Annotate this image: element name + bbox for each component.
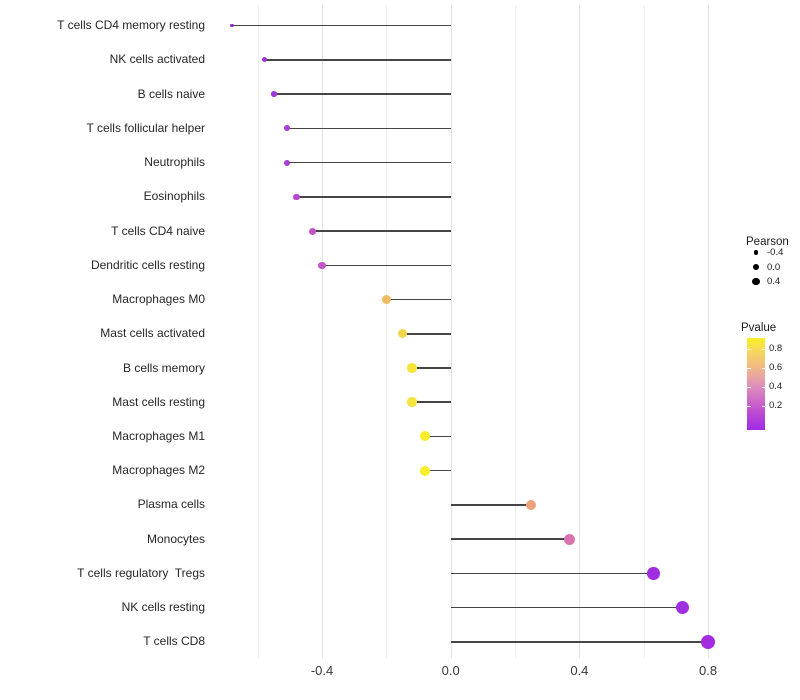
pvalue-colorbar-tick	[747, 386, 751, 389]
gridline-major	[708, 5, 710, 658]
lollipop-stick	[450, 504, 532, 506]
lollipop-dot	[261, 57, 267, 63]
y-axis-label: Macrophages M2	[112, 463, 205, 478]
lollipop-stick	[450, 572, 654, 575]
lollipop-stick	[412, 401, 451, 403]
y-axis-label: Plasma cells	[137, 497, 205, 512]
lollipop-stick	[412, 367, 451, 369]
pvalue-colorbar-label: 0.4	[769, 381, 783, 393]
pvalue-colorbar-tick	[747, 405, 751, 408]
lollipop-stick	[312, 230, 451, 232]
y-axis-label: T cells CD8	[143, 634, 205, 649]
x-axis-tick-label: 0.8	[699, 663, 718, 678]
lollipop-dot	[381, 295, 391, 305]
pvalue-colorbar-tick	[761, 405, 765, 408]
lollipop-dot	[397, 329, 407, 339]
pearson-legend-label: 0.0	[767, 261, 781, 273]
lollipop-stick	[231, 24, 451, 27]
lollipop-stick	[286, 127, 451, 130]
lollipop-dot	[647, 567, 660, 580]
gridline-minor	[515, 5, 517, 658]
gridline-minor	[643, 5, 645, 658]
lollipop-dot	[419, 465, 430, 476]
y-axis-label: Eosinophils	[143, 189, 205, 204]
lollipop-dot	[675, 600, 690, 615]
lollipop-stick	[273, 93, 451, 95]
y-axis-label: Mast cells resting	[112, 394, 205, 409]
y-axis-label: Macrophages M0	[112, 292, 205, 307]
y-axis-label: NK cells resting	[121, 600, 205, 615]
pearson-legend-dot	[753, 264, 759, 270]
pvalue-colorbar-label: 0.8	[769, 343, 783, 355]
y-axis-label: Dendritic cells resting	[90, 257, 205, 272]
x-axis-tick-label: 0.0	[441, 663, 460, 678]
lollipop-stick	[450, 538, 570, 540]
pvalue-colorbar-tick	[747, 348, 751, 351]
gridline-major	[450, 5, 452, 658]
gridline-minor	[257, 5, 259, 658]
pearson-legend-label: 0.4	[767, 275, 781, 287]
lollipop-stick	[386, 298, 451, 301]
lollipop-stick	[424, 435, 451, 438]
lollipop-stick	[322, 264, 451, 267]
y-axis-label: T cells CD4 naive	[111, 223, 205, 238]
lollipop-stick	[296, 196, 451, 198]
pvalue-colorbar	[747, 338, 765, 430]
lollipop-dot	[230, 23, 234, 28]
y-axis-label: Neutrophils	[144, 155, 205, 170]
lollipop-dot	[293, 193, 300, 201]
pvalue-colorbar-tick	[761, 348, 765, 351]
pearson-legend-dot	[752, 277, 760, 286]
y-axis-label: NK cells activated	[109, 52, 205, 67]
x-axis-tick-label: -0.4	[310, 663, 334, 678]
y-axis-label: Monocytes	[146, 531, 205, 546]
pvalue-colorbar-label: 0.6	[769, 362, 783, 374]
pearson-legend-dot	[753, 250, 759, 255]
lollipop-dot	[407, 363, 417, 373]
gridline-major	[322, 5, 324, 658]
legend: Pearson -0.4 0.0 0.4 Pvalue 0.8 0.6 0.4 0.2	[736, 236, 800, 456]
gridline-major	[579, 5, 581, 658]
lollipop-dot	[701, 634, 716, 649]
pvalue-legend-title: Pvalue	[741, 322, 777, 334]
lollipop-dot	[308, 227, 316, 235]
gridline-minor	[386, 5, 388, 658]
lollipop-stick	[402, 333, 451, 335]
pvalue-colorbar-tick	[747, 367, 751, 370]
lollipop-dot	[283, 125, 290, 132]
y-axis-label: B cells memory	[122, 360, 205, 375]
lollipop-dot	[407, 397, 417, 407]
lollipop-dot	[564, 533, 576, 545]
y-axis-label: T cells follicular helper	[86, 120, 206, 135]
lollipop-dot	[525, 499, 537, 511]
x-axis-tick-label: 0.4	[570, 663, 589, 678]
pvalue-colorbar-tick	[761, 386, 765, 389]
lollipop-stick	[286, 161, 451, 164]
pvalue-colorbar-tick	[761, 367, 765, 370]
lollipop-stick	[450, 641, 709, 643]
y-axis-label: T cells regulatory Tregs	[77, 565, 205, 580]
pearson-legend-label: -0.4	[767, 247, 784, 259]
lollipop-stick	[264, 59, 451, 61]
y-axis-label: Mast cells activated	[100, 326, 205, 341]
lollipop-dot	[318, 261, 326, 270]
y-axis-label: B cells naive	[137, 86, 205, 101]
lollipop-dot	[271, 91, 277, 97]
lollipop-dot	[283, 159, 290, 166]
pvalue-colorbar-label: 0.2	[769, 400, 783, 412]
y-axis-label: Macrophages M1	[112, 428, 205, 443]
lollipop-stick	[424, 469, 451, 472]
pearson-legend-title: Pearson	[746, 236, 789, 248]
lollipop-dot	[419, 431, 430, 442]
lollipop-stick	[450, 606, 683, 609]
y-axis-label: T cells CD4 memory resting	[57, 18, 205, 33]
